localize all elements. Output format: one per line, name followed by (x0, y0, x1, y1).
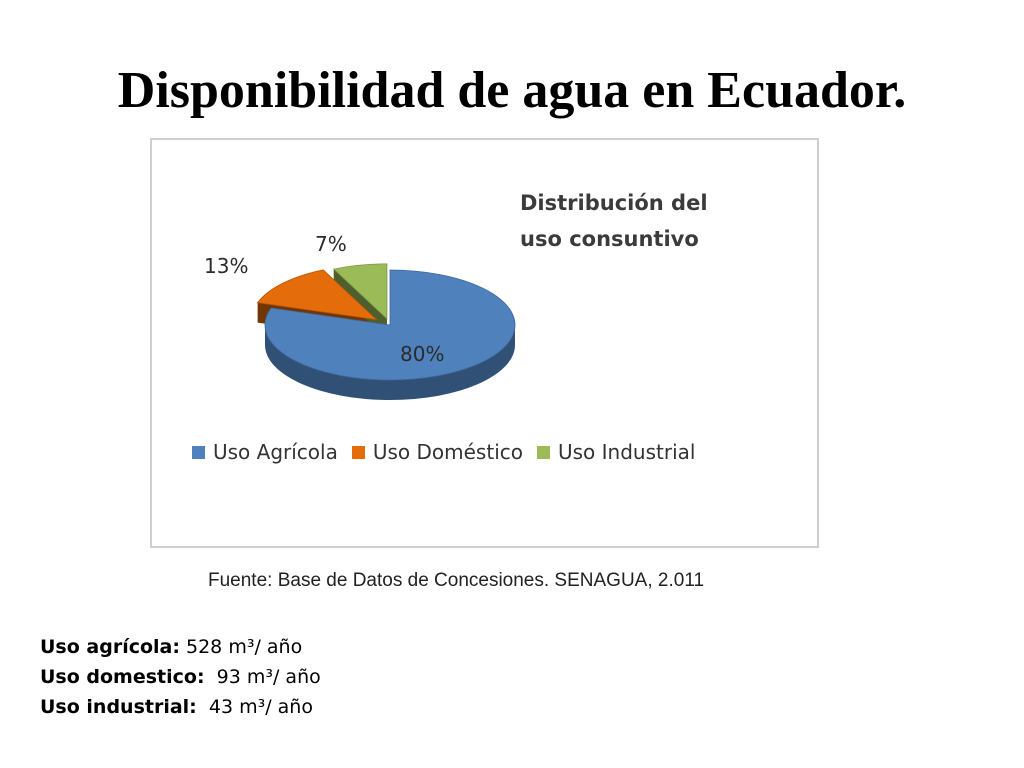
pie-slice-agricola (264, 269, 516, 381)
chart-title-line-1: Distribución del (520, 191, 708, 215)
pie-edge-industrial-0 (333, 269, 387, 339)
legend-label-domestico: Uso Doméstico (372, 440, 523, 464)
legend-item-industrial: Uso Industrial (537, 440, 695, 464)
pie-chart: Distribución del uso consuntivo 80% 13% … (204, 191, 708, 400)
legend-swatch-industrial (537, 445, 550, 459)
slice-label-agricola: 80% (400, 342, 444, 366)
usage-value-industrial: 43 m³/ año (196, 696, 313, 718)
usage-label-domestico: Uso domestico: (40, 666, 205, 688)
legend-swatch-agricola (192, 445, 205, 459)
usage-value-domestico: 93 m³/ año (204, 666, 321, 688)
slice-label-domestico: 13% (204, 254, 248, 278)
legend-swatch-domestico (351, 445, 365, 459)
slide-title: Disponibilidad de agua en Ecuador. (117, 62, 907, 119)
pie-layer (256, 263, 516, 400)
legend-label-agricola: Uso Agrícola (213, 440, 338, 464)
usage-label-agricola: Uso agrícola: (40, 636, 180, 658)
usage-label-industrial: Uso industrial: (40, 696, 197, 718)
usage-list: Uso agrícola: 528 m³/ año Uso domestico:… (40, 632, 321, 722)
usage-row-agricola: Uso agrícola: 528 m³/ año (40, 632, 321, 662)
pie-wall-agricola (265, 325, 515, 400)
legend-item-domestico: Uso Doméstico (351, 440, 523, 464)
usage-row-industrial: Uso industrial: 43 m³/ año (40, 692, 321, 722)
legend-item-agricola: Uso Agrícola (192, 440, 338, 464)
chart-title-line-2: uso consuntivo (520, 227, 699, 251)
source-caption: Fuente: Base de Datos de Concesiones. SE… (208, 570, 705, 591)
pie-slice-domestico (256, 269, 378, 321)
chart-frame: Distribución del uso consuntivo 80% 13% … (150, 138, 819, 548)
slice-label-industrial: 7% (315, 232, 347, 256)
usage-value-agricola: 528 m³/ año (179, 636, 303, 658)
legend-label-industrial: Uso Industrial (558, 440, 696, 464)
pie-slice-industrial (332, 263, 388, 320)
chart-legend: Uso Agrícola Uso Doméstico Uso Industria… (192, 440, 695, 464)
usage-row-domestico: Uso domestico: 93 m³/ año (40, 662, 321, 692)
